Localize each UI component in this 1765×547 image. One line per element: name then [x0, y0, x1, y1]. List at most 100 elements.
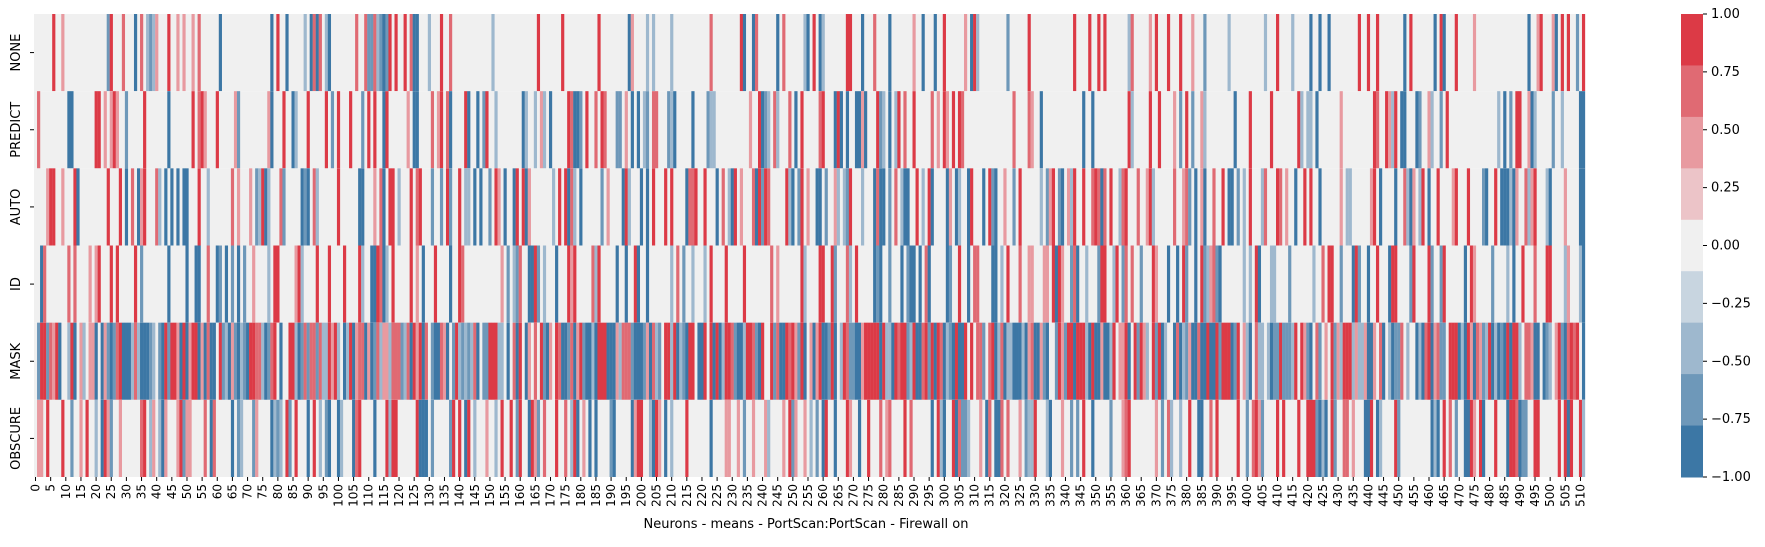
heatmap-cell [1339, 91, 1343, 169]
heatmap-cell [176, 168, 180, 246]
heatmap-cells [34, 14, 1586, 477]
x-tick-label: 485 [1498, 484, 1512, 507]
heatmap-cell [603, 322, 607, 400]
heatmap-cell [570, 168, 574, 246]
heatmap-cell [309, 322, 313, 400]
heatmap-cell [40, 322, 44, 400]
heatmap-cell [700, 322, 704, 400]
heatmap-cell [1100, 322, 1104, 400]
heatmap-cell [724, 245, 728, 323]
heatmap-cell [339, 399, 344, 477]
x-tick-label: 190 [604, 484, 618, 507]
heatmap-cell [1324, 399, 1328, 477]
heatmap-cell [712, 322, 716, 400]
heatmap-cell [1460, 322, 1464, 400]
heatmap-cell [1282, 322, 1286, 400]
heatmap-cell [324, 399, 328, 477]
heatmap-cell [1466, 399, 1471, 477]
heatmap-cell [212, 399, 216, 477]
heatmap-cell [857, 399, 862, 477]
heatmap-cell [315, 245, 319, 323]
heatmap-cell [1515, 91, 1519, 169]
heatmap-cell [445, 91, 450, 169]
heatmap-cell [94, 245, 98, 323]
heatmap-cell [533, 91, 538, 169]
heatmap-cell [1163, 322, 1168, 400]
heatmap-cell [115, 245, 119, 323]
heatmap-cell [1103, 14, 1107, 92]
heatmap-cell [330, 322, 335, 400]
heatmap-cell [954, 168, 959, 246]
heatmap-cell [1100, 245, 1104, 323]
heatmap-cell [664, 168, 668, 246]
heatmap-cell [524, 168, 528, 246]
heatmap-cell [267, 91, 271, 169]
heatmap-cell [364, 322, 368, 400]
x-tick-label: 455 [1407, 484, 1421, 507]
heatmap-cell [542, 322, 547, 400]
heatmap-cell [358, 245, 362, 323]
heatmap-cell [46, 322, 50, 400]
heatmap-cell [888, 91, 892, 169]
heatmap-cell [255, 399, 259, 477]
heatmap-cell [1279, 322, 1283, 400]
x-tick-label: 145 [468, 484, 482, 507]
heatmap-cell [1151, 245, 1155, 323]
x-tick-label: 235 [740, 484, 754, 507]
heatmap-cell [758, 322, 762, 400]
heatmap-cell [1112, 322, 1116, 400]
heatmap-cell [439, 14, 444, 92]
heatmap-cell [1524, 399, 1528, 477]
heatmap-cell [606, 322, 610, 400]
heatmap-cell [61, 14, 65, 92]
heatmap-cell [52, 168, 56, 246]
heatmap-cell [709, 14, 713, 92]
heatmap-cell [1073, 322, 1077, 400]
heatmap-cell [1279, 168, 1283, 246]
heatmap-cell [1503, 91, 1507, 169]
heatmap-cell [848, 322, 853, 400]
heatmap-cell [1457, 322, 1461, 400]
heatmap-cell [1027, 245, 1031, 323]
heatmap-cell [642, 91, 647, 169]
heatmap-cell [1073, 168, 1077, 246]
x-tick-label: 120 [392, 484, 406, 507]
heatmap-cell [782, 399, 786, 477]
heatmap-cell [70, 322, 74, 400]
heatmap-cell [645, 14, 650, 92]
heatmap-cell [315, 168, 319, 246]
heatmap-cell [1194, 322, 1198, 400]
heatmap-cell [664, 322, 668, 400]
heatmap-cell [1394, 322, 1398, 400]
heatmap-cell [1024, 399, 1028, 477]
heatmap-cell [1315, 399, 1319, 477]
x-tick-label: 230 [725, 484, 739, 507]
heatmap-cell [267, 168, 271, 246]
heatmap-cell [1342, 322, 1346, 400]
heatmap-cell [1203, 14, 1207, 92]
heatmap-cell [997, 322, 1001, 400]
heatmap-cell [1012, 322, 1016, 400]
heatmap-cell [1130, 91, 1134, 169]
heatmap-cell [500, 399, 504, 477]
heatmap-cell [912, 245, 916, 323]
heatmap-cell [294, 245, 298, 323]
heatmap-cell [1482, 399, 1486, 477]
heatmap-cell [73, 168, 77, 246]
heatmap-cell [930, 399, 934, 477]
heatmap-cell [294, 91, 298, 169]
heatmap-cell [879, 168, 883, 246]
heatmap-cell [930, 91, 934, 169]
heatmap-cell [1060, 399, 1065, 477]
heatmap-cell [906, 245, 910, 323]
x-tick-label: 75 [256, 484, 270, 499]
heatmap-cell [570, 91, 574, 169]
heatmap-cell [888, 14, 892, 92]
x-tick-label: 260 [816, 484, 830, 507]
heatmap-cell [758, 91, 762, 169]
heatmap-cell [973, 14, 977, 92]
heatmap-cell [488, 322, 492, 400]
heatmap-cell [1248, 245, 1252, 323]
heatmap-cell [1439, 245, 1443, 323]
heatmap-cell [1115, 245, 1119, 323]
